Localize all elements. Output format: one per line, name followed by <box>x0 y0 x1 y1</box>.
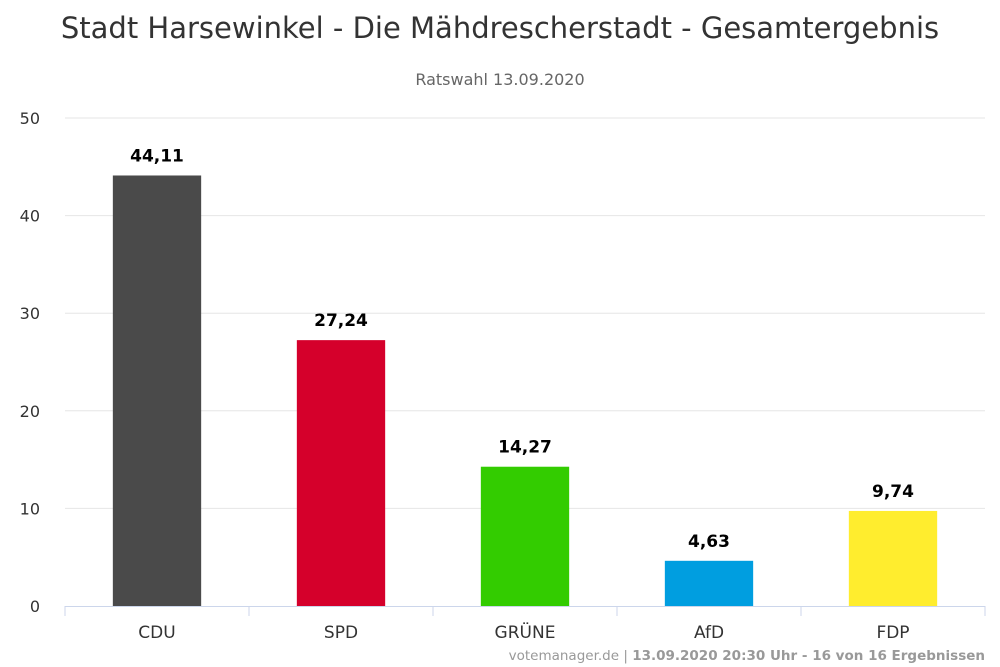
x-axis <box>64 606 986 616</box>
x-category-label: SPD <box>324 623 358 643</box>
x-axis-categories: CDU SPD GRÜNE AfD FDP <box>138 621 909 643</box>
bar-afd[interactable] <box>664 560 754 606</box>
y-tick-label: 0 <box>30 597 40 616</box>
data-label: 44,11 <box>130 146 184 166</box>
y-tick-label: 20 <box>20 402 40 421</box>
gridlines <box>65 117 985 509</box>
chart-title: Stadt Harsewinkel - Die Mähdrescherstadt… <box>61 11 939 45</box>
bar-cdu[interactable] <box>112 175 202 607</box>
credits-status: 13.09.2020 20:30 Uhr - 16 von 16 Ergebni… <box>632 648 985 664</box>
x-category-label: FDP <box>876 623 909 643</box>
x-category-label: AfD <box>694 623 724 643</box>
x-category-label: GRÜNE <box>495 621 556 643</box>
y-tick-label: 10 <box>20 499 40 518</box>
y-axis-ticks: 0 10 20 30 40 50 <box>20 109 40 616</box>
data-label: 4,63 <box>688 532 730 552</box>
x-category-label: CDU <box>138 623 175 643</box>
bar-spd[interactable] <box>296 340 386 606</box>
y-tick-label: 40 <box>20 207 40 226</box>
bars <box>112 175 938 607</box>
y-tick-label: 50 <box>20 109 40 128</box>
data-label: 27,24 <box>314 311 368 331</box>
data-labels: 44,11 27,24 14,27 4,63 9,74 <box>130 146 914 551</box>
credits-separator: | <box>619 648 632 664</box>
chart-subtitle: Ratswahl 13.09.2020 <box>415 70 584 89</box>
credits-source[interactable]: votemanager.de <box>509 648 619 664</box>
bar-fdp[interactable] <box>848 510 938 606</box>
data-label: 9,74 <box>872 482 914 502</box>
credits: votemanager.de | 13.09.2020 20:30 Uhr - … <box>509 648 985 664</box>
data-label: 14,27 <box>498 438 552 458</box>
bar-grüne[interactable] <box>480 466 570 606</box>
y-tick-label: 30 <box>20 304 40 323</box>
